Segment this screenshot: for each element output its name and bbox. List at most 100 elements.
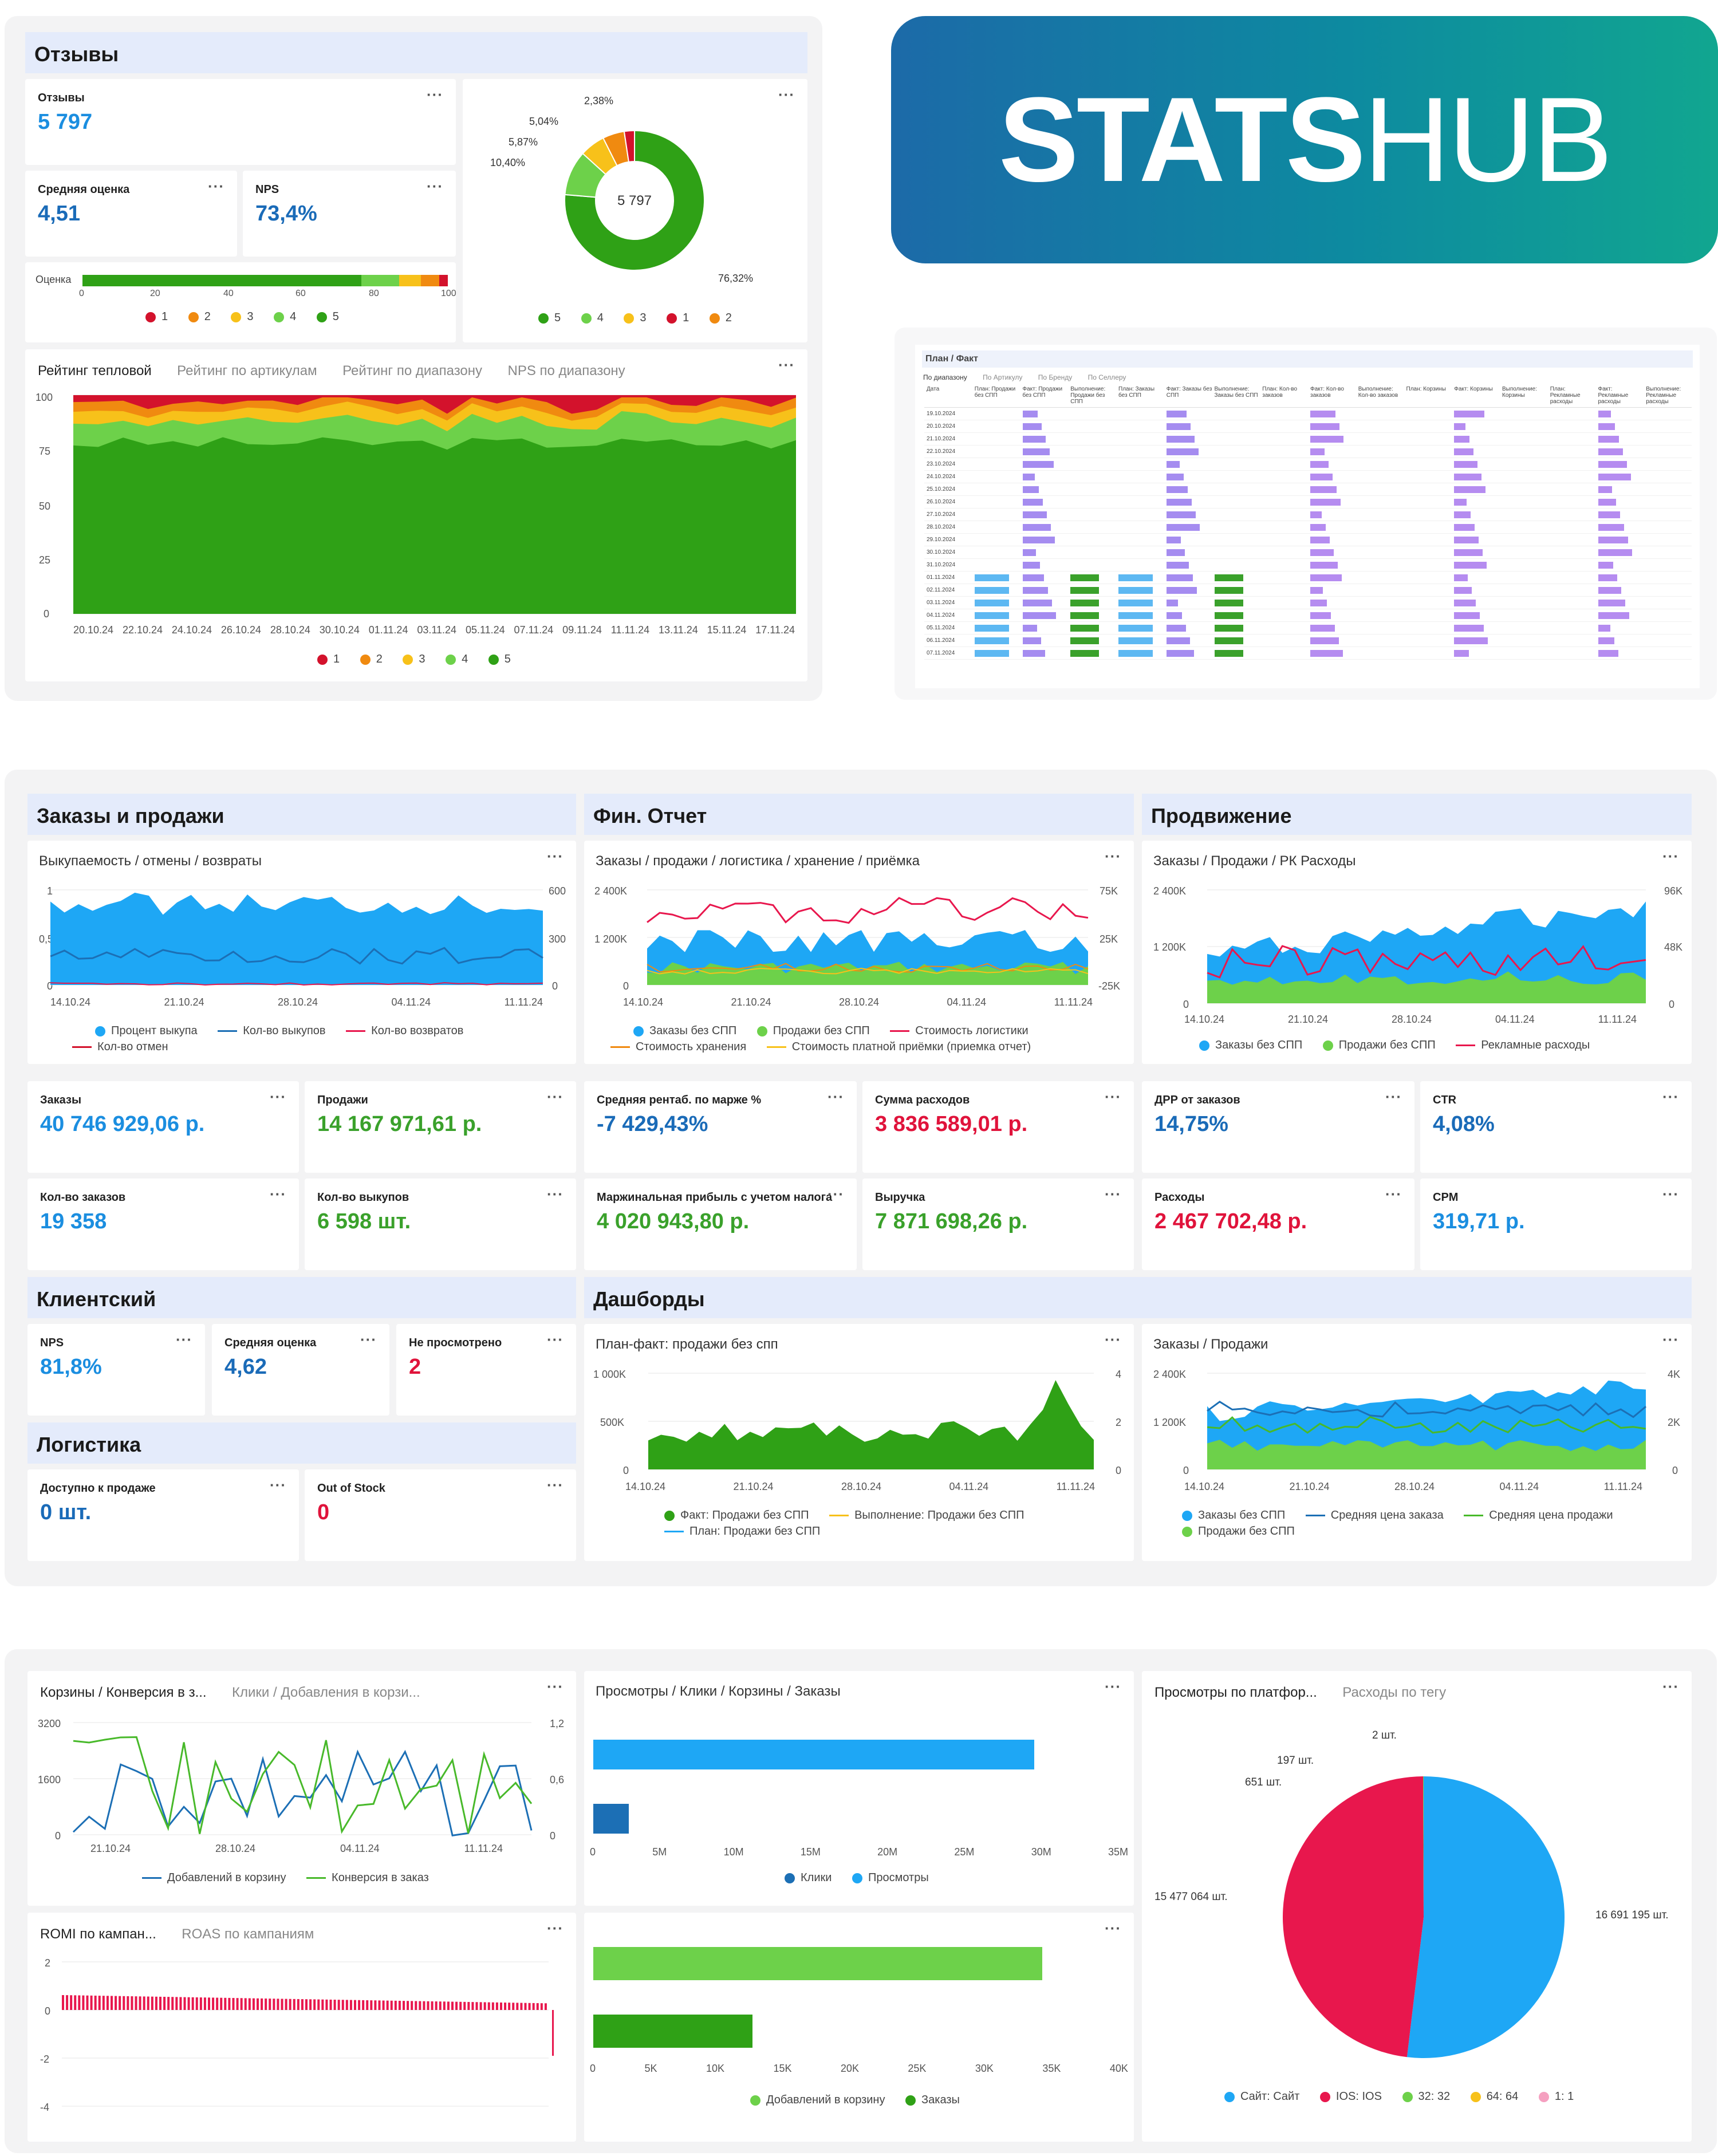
legend-item[interactable]: План: Продажи без СПП <box>664 1523 820 1539</box>
legend-item[interactable]: Кол-во выкупов <box>218 1023 326 1039</box>
more-menu-icon[interactable]: ··· <box>1105 848 1121 865</box>
more-menu-icon[interactable]: ··· <box>547 1185 564 1203</box>
column-header[interactable]: Выполнение: Рекламные расходы <box>1646 386 1681 405</box>
more-menu-icon[interactable]: ··· <box>1105 1678 1121 1695</box>
more-menu-icon[interactable]: ··· <box>547 848 564 865</box>
more-menu-icon[interactable]: ··· <box>1385 1185 1402 1203</box>
more-menu-icon[interactable]: ··· <box>1662 848 1679 865</box>
tab-by-article[interactable]: По Артикулу <box>983 373 1023 381</box>
more-menu-icon[interactable]: ··· <box>547 1678 564 1695</box>
legend-item[interactable]: 3 <box>403 653 425 666</box>
tab-by-brand[interactable]: По Бренду <box>1038 373 1073 381</box>
legend-item[interactable]: Стоимость хранения <box>610 1039 746 1055</box>
legend-item[interactable]: Конверсия в заказ <box>306 1871 429 1885</box>
legend-item[interactable]: 1 <box>667 312 689 325</box>
legend-item[interactable]: Продажи без СПП <box>756 1023 870 1039</box>
more-menu-icon[interactable]: ··· <box>1662 1088 1679 1105</box>
column-header[interactable]: Факт: Корзины <box>1454 386 1493 392</box>
legend-item[interactable]: 5 <box>538 312 561 325</box>
more-menu-icon[interactable]: ··· <box>1105 1919 1121 1937</box>
legend-item[interactable]: Процент выкупа <box>95 1023 198 1039</box>
legend-item[interactable]: 32: 32 <box>1402 2090 1450 2103</box>
more-menu-icon[interactable]: ··· <box>778 356 795 373</box>
legend-item[interactable]: Просмотры <box>852 1871 929 1885</box>
tab-spend-tag[interactable]: Расходы по тегу <box>1342 1685 1447 1700</box>
legend-item[interactable]: Кол-во отмен <box>72 1039 168 1055</box>
column-header[interactable]: План: Корзины <box>1406 386 1446 392</box>
column-header[interactable]: Выполнение: Корзины <box>1502 386 1537 399</box>
legend-item[interactable]: Заказы <box>905 2094 960 2107</box>
column-header[interactable]: Выполнение: Кол-во заказов <box>1358 386 1398 399</box>
more-menu-icon[interactable]: ··· <box>427 178 443 195</box>
more-menu-icon[interactable]: ··· <box>1105 1185 1121 1203</box>
legend-item[interactable]: 1: 1 <box>1538 2090 1574 2103</box>
tab-romi[interactable]: ROMI по кампан... <box>40 1926 156 1942</box>
column-header[interactable]: Факт: Продажи без СПП <box>1022 386 1063 399</box>
tab-views-platform[interactable]: Просмотры по платфор... <box>1154 1685 1317 1700</box>
legend-item[interactable]: Факт: Продажи без СПП <box>664 1507 809 1523</box>
tab-rating-range[interactable]: Рейтинг по диапазону <box>342 363 483 379</box>
legend-item[interactable]: 2 <box>188 310 211 324</box>
tab-nps-range[interactable]: NPS по диапазону <box>507 363 625 379</box>
tab-roas[interactable]: ROAS по кампаниям <box>182 1926 314 1942</box>
legend-item[interactable]: 1 <box>317 653 340 666</box>
legend-item[interactable]: 1 <box>145 310 168 324</box>
legend-item[interactable]: Средняя цена заказа <box>1305 1507 1444 1523</box>
more-menu-icon[interactable]: ··· <box>828 1088 844 1105</box>
legend-item[interactable]: Заказы без СПП <box>633 1023 736 1039</box>
legend-item[interactable]: Заказы без СПП <box>1182 1507 1285 1523</box>
legend-item[interactable]: Средняя цена продажи <box>1464 1507 1613 1523</box>
column-header[interactable]: Выполнение: Заказы без СПП <box>1214 386 1258 399</box>
more-menu-icon[interactable]: ··· <box>1105 1088 1121 1105</box>
more-menu-icon[interactable]: ··· <box>270 1185 286 1203</box>
more-menu-icon[interactable]: ··· <box>176 1331 192 1348</box>
column-header[interactable]: План: Кол-во заказов <box>1262 386 1298 399</box>
column-header[interactable]: Факт: Кол-во заказов <box>1310 386 1344 399</box>
legend-item[interactable]: Добавлений в корзину <box>750 2094 885 2107</box>
tab-clicks-carts[interactable]: Клики / Добавления в корзи... <box>232 1685 420 1700</box>
legend-item[interactable]: 5 <box>488 653 511 666</box>
legend-item[interactable]: 2 <box>360 653 383 666</box>
tab-by-seller[interactable]: По Селлеру <box>1087 373 1126 381</box>
more-menu-icon[interactable]: ··· <box>208 178 224 195</box>
legend-item[interactable]: Рекламные расходы <box>1456 1039 1590 1052</box>
legend-item[interactable]: 3 <box>231 310 254 324</box>
legend-item[interactable]: 3 <box>624 312 647 325</box>
more-menu-icon[interactable]: ··· <box>1662 1185 1679 1203</box>
more-menu-icon[interactable]: ··· <box>270 1476 286 1493</box>
more-menu-icon[interactable]: ··· <box>1662 1331 1679 1348</box>
column-header[interactable]: Дата <box>927 386 940 392</box>
legend-item[interactable]: Продажи без СПП <box>1322 1039 1436 1052</box>
legend-item[interactable]: IOS: IOS <box>1319 2090 1382 2103</box>
legend-item[interactable]: 5 <box>316 310 339 324</box>
legend-item[interactable]: Выполнение: Продажи без СПП <box>829 1507 1025 1523</box>
more-menu-icon[interactable]: ··· <box>547 1088 564 1105</box>
more-menu-icon[interactable]: ··· <box>778 86 795 103</box>
tab-rating-heat[interactable]: Рейтинг тепловой <box>38 363 152 379</box>
more-menu-icon[interactable]: ··· <box>1385 1088 1402 1105</box>
more-menu-icon[interactable]: ··· <box>547 1476 564 1493</box>
legend-item[interactable]: Добавлений в корзину <box>142 1871 286 1885</box>
column-header[interactable]: Факт: Заказы без СПП <box>1166 386 1212 399</box>
column-header[interactable]: Выполнение: Продажи без СПП <box>1070 386 1106 405</box>
more-menu-icon[interactable]: ··· <box>270 1088 286 1105</box>
legend-item[interactable]: Стоимость платной приёмки (приемка отчет… <box>766 1039 1031 1055</box>
more-menu-icon[interactable]: ··· <box>360 1331 377 1348</box>
more-menu-icon[interactable]: ··· <box>1662 1678 1679 1695</box>
column-header[interactable]: План: Рекламные расходы <box>1550 386 1581 405</box>
column-header[interactable]: Факт: Рекламные расходы <box>1598 386 1629 405</box>
more-menu-icon[interactable]: ··· <box>547 1919 564 1937</box>
legend-item[interactable]: 4 <box>446 653 468 666</box>
tab-carts-conversion[interactable]: Корзины / Конверсия в з... <box>40 1685 207 1700</box>
legend-item[interactable]: Кол-во возвратов <box>346 1023 463 1039</box>
column-header[interactable]: План: Заказы без СПП <box>1118 386 1155 399</box>
legend-item[interactable]: 2 <box>709 312 732 325</box>
legend-item[interactable]: Продажи без СПП <box>1182 1523 1295 1539</box>
more-menu-icon[interactable]: ··· <box>1105 1331 1121 1348</box>
more-menu-icon[interactable]: ··· <box>828 1185 844 1203</box>
more-menu-icon[interactable]: ··· <box>427 86 443 103</box>
more-menu-icon[interactable]: ··· <box>547 1331 564 1348</box>
legend-item[interactable]: Клики <box>785 1871 832 1885</box>
legend-item[interactable]: 4 <box>274 310 296 324</box>
legend-item[interactable]: Стоимость логистики <box>890 1023 1029 1039</box>
